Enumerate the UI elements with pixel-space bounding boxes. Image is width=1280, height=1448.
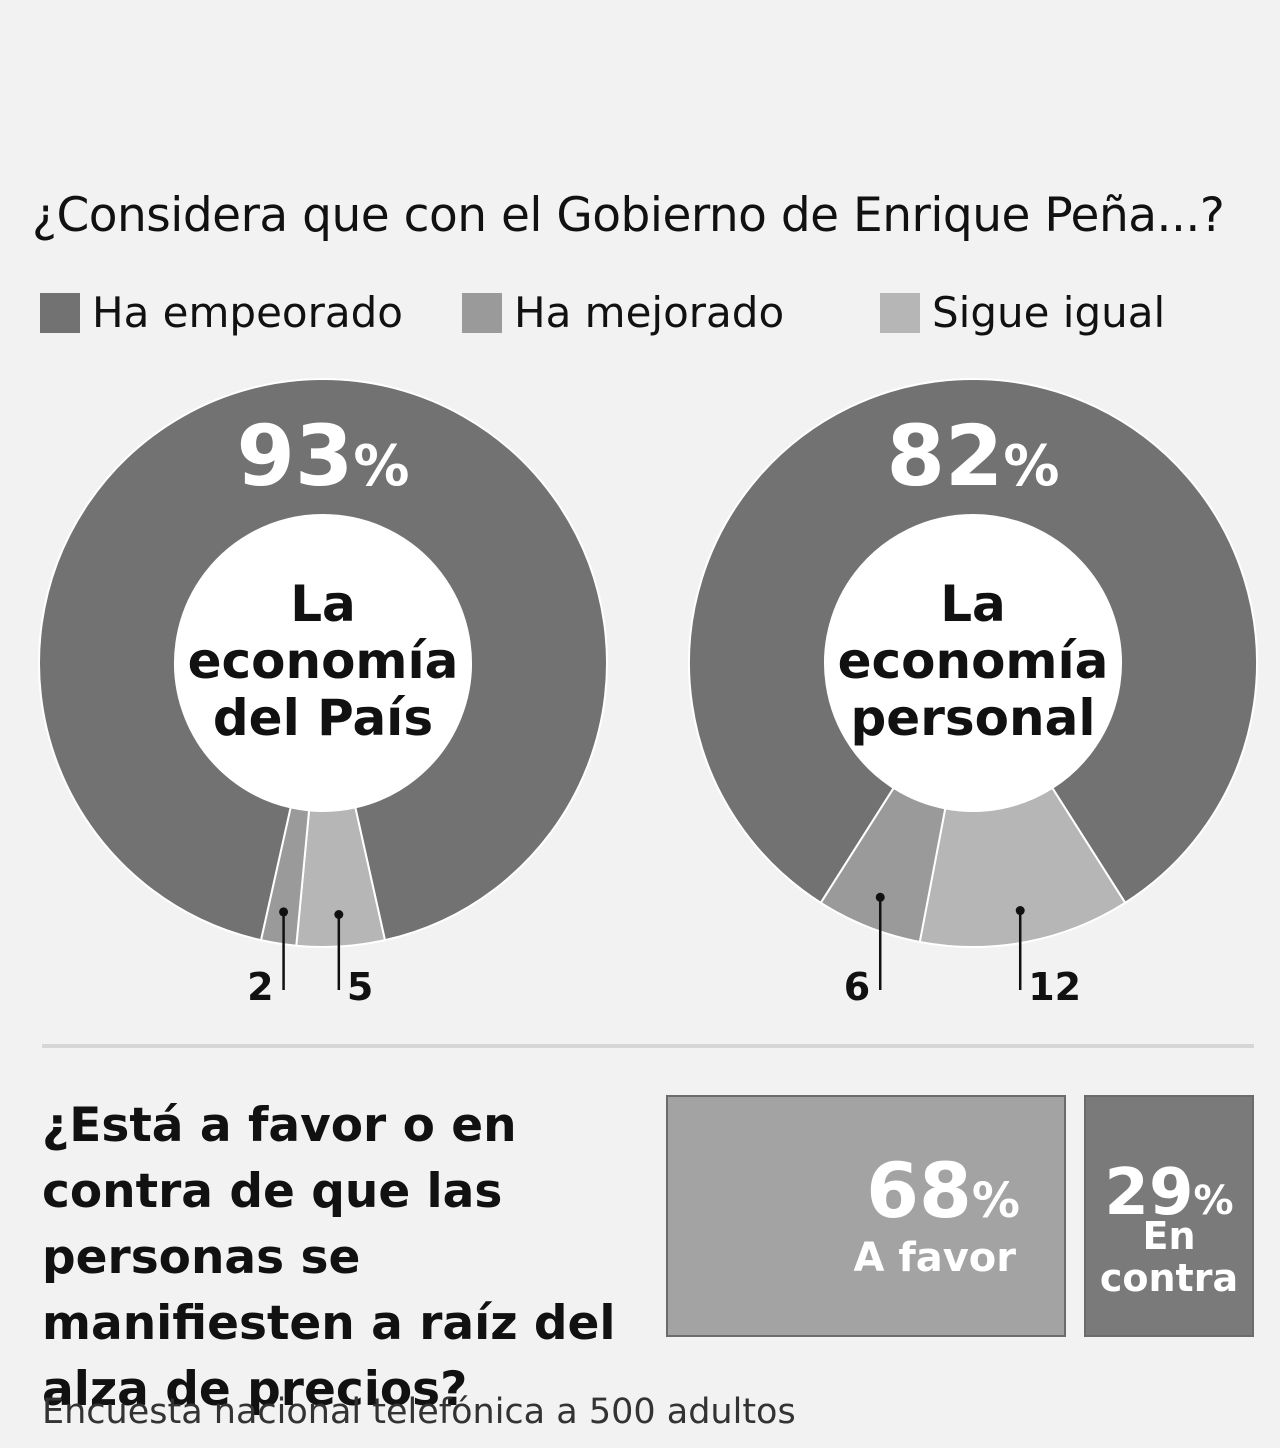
divider <box>42 1044 1254 1048</box>
slice-value-label: 12 <box>1028 965 1081 1009</box>
donut-center-label: economía <box>838 632 1109 690</box>
legend-item-sigue-igual: Sigue igual <box>880 288 1165 337</box>
donut-center-label: La <box>290 575 356 633</box>
legend-swatch-ha-empeorado <box>40 292 80 333</box>
percent-sign: % <box>1193 1178 1234 1224</box>
contra-box: 29% En contra <box>1084 1095 1254 1337</box>
legend-item-ha-mejorado: Ha mejorado <box>462 288 784 337</box>
legend-label: Ha empeorado <box>92 288 403 337</box>
contra-label: En contra <box>1099 1214 1239 1300</box>
legend-swatch-sigue-igual <box>880 292 920 333</box>
percent-sign: % <box>971 1173 1020 1229</box>
main-slice-value: 93% <box>236 407 409 505</box>
donut-center-label: economía <box>188 632 459 690</box>
main-slice-value: 82% <box>886 407 1059 505</box>
footnote: Encuesta nacional telefónica a 500 adult… <box>42 1392 796 1432</box>
legend: Ha empeorado Ha mejorado Sigue igual <box>0 288 1280 338</box>
donut-center <box>175 515 471 811</box>
legend-swatch-ha-mejorado <box>462 292 502 333</box>
legend-label: Ha mejorado <box>514 288 785 337</box>
favor-label: A favor <box>853 1235 1016 1281</box>
contra-value: 29% <box>1086 1155 1252 1239</box>
donut-center <box>825 515 1121 811</box>
legend-item-ha-empeorado: Ha empeorado <box>40 288 403 337</box>
question-protest: ¿Está a favor o en contra de que las per… <box>42 1098 616 1417</box>
slice-value-label: 2 <box>247 965 273 1009</box>
favor-number: 68 <box>866 1146 972 1235</box>
donut-center-label: del País <box>213 689 433 747</box>
slice-value-label: 5 <box>347 965 373 1009</box>
favor-box: 68% A favor <box>666 1095 1066 1337</box>
slice-value-label: 6 <box>844 965 870 1009</box>
contra-number: 29 <box>1104 1156 1194 1230</box>
donut-center-label: La <box>940 575 1006 633</box>
favor-value: 68% <box>866 1153 1020 1239</box>
chart-title: ¿Considera que con el Gobierno de Enriqu… <box>32 188 1225 243</box>
donut-center-label: personal <box>851 689 1096 747</box>
legend-label: Sigue igual <box>932 288 1166 337</box>
